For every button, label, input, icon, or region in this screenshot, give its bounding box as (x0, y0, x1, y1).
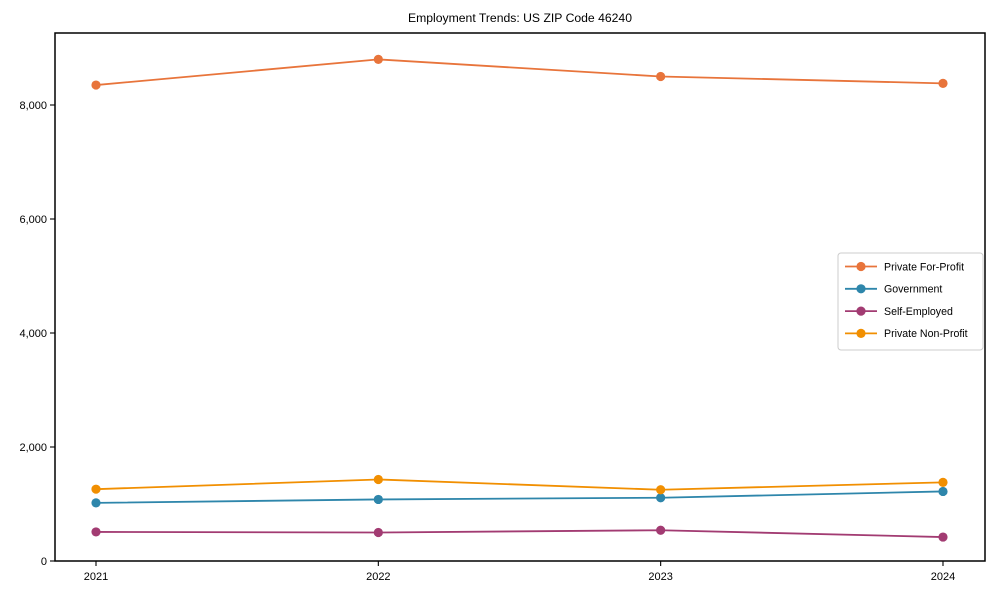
plot-border (54, 32, 986, 562)
data-point-marker (373, 494, 383, 505)
y-tick-label: 4,000 (19, 328, 47, 340)
x-tick-label: 2023 (648, 571, 672, 583)
series-line (95, 490, 944, 504)
data-point-marker (91, 527, 101, 537)
legend-label: Private For-Profit (884, 261, 964, 273)
legend-swatch-marker (856, 328, 866, 338)
legend-label: Self-Employed (884, 306, 953, 318)
data-point-marker (373, 474, 383, 485)
data-point-marker (91, 498, 101, 508)
data-point-marker (656, 493, 666, 503)
x-tick-label: 2021 (84, 571, 108, 583)
data-point-marker (656, 71, 666, 82)
series-line (95, 478, 944, 491)
legend-swatch-marker (856, 284, 866, 294)
x-tick-label: 2024 (931, 571, 955, 583)
data-point-marker (656, 525, 666, 535)
data-point-marker (373, 54, 383, 64)
data-point-marker (938, 486, 948, 497)
data-point-marker (938, 78, 948, 88)
y-tick-label: 0 (41, 556, 47, 568)
data-point-marker (373, 527, 383, 538)
legend-swatch-marker (856, 306, 866, 316)
series-line (95, 58, 944, 86)
y-tick-label: 8,000 (19, 100, 47, 112)
legend-box (837, 252, 984, 351)
data-point-marker (938, 477, 948, 487)
legend-label: Government (884, 284, 942, 296)
y-tick-label: 6,000 (19, 214, 47, 226)
y-tick-label: 2,000 (19, 442, 47, 454)
series-line (95, 529, 944, 538)
chart-title: Employment Trends: US ZIP Code 46240 (408, 11, 632, 25)
data-point-marker (938, 532, 948, 542)
data-point-marker (91, 80, 101, 90)
data-point-marker (91, 484, 101, 494)
x-tick-label: 2022 (366, 571, 390, 583)
legend-label: Private Non-Profit (884, 328, 968, 340)
data-point-marker (656, 485, 666, 495)
legend-swatch-marker (856, 261, 866, 272)
